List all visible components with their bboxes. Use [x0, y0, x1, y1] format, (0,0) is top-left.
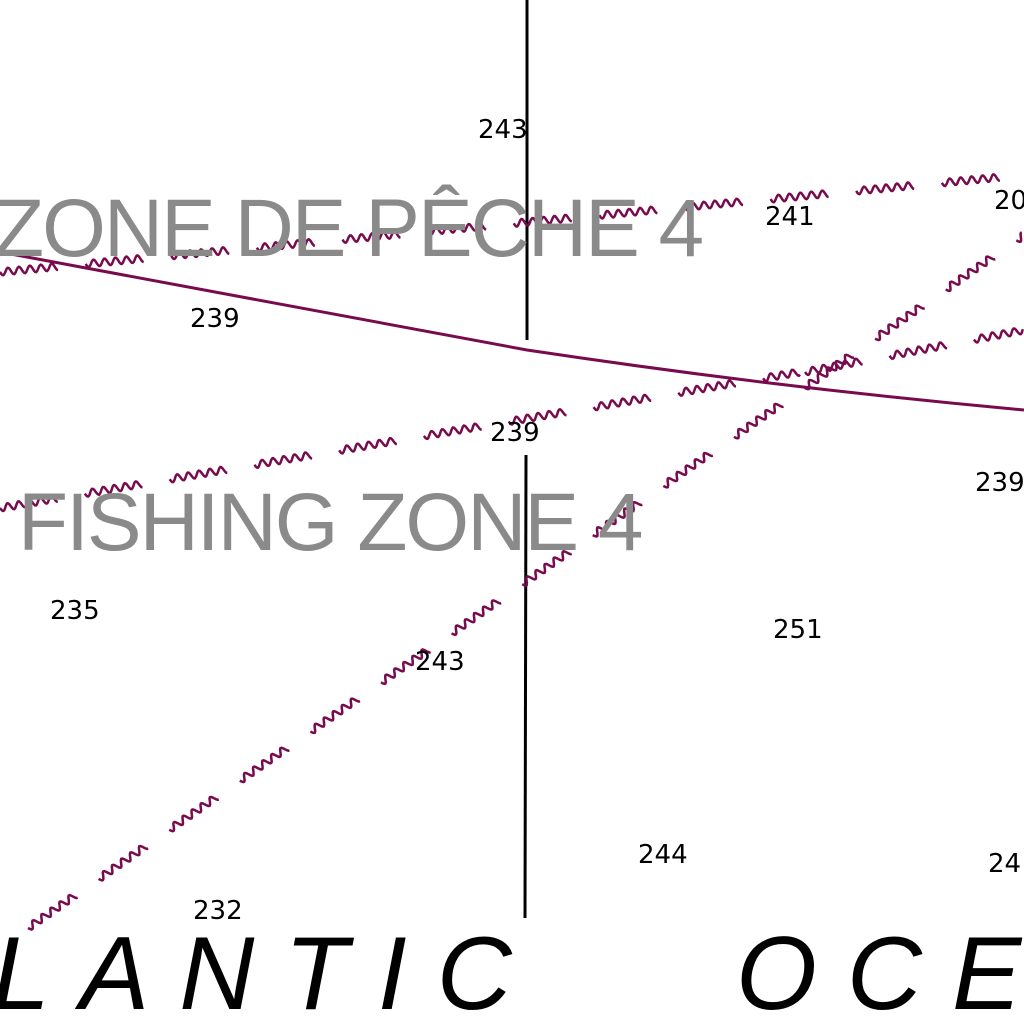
sounding-244: 244	[638, 840, 688, 870]
meridian-line-lower	[523, 454, 528, 919]
solid-boundary-line	[0, 250, 1024, 412]
wavy-line-right	[804, 327, 1024, 377]
wavy-line-upper	[0, 173, 1001, 277]
zone-label-french: ZONE DE PÊCHE 4	[0, 183, 704, 274]
wavy-line-middle	[0, 368, 801, 513]
sounding-24: 24	[988, 849, 1022, 879]
sounding-232: 232	[193, 896, 243, 926]
ocean-label-oce: OCE	[736, 916, 1024, 1024]
sounding-251: 251	[773, 615, 823, 645]
wavy-line-diagonal	[27, 231, 1023, 931]
ocean-label-lantic: LANTIC	[0, 916, 542, 1024]
sounding-243-top: 243	[478, 115, 528, 145]
zone-label-english: FISHING ZONE 4	[18, 477, 644, 568]
sounding-239-right: 239	[975, 468, 1024, 498]
wavy-boundary-lines	[0, 173, 1024, 931]
sounding-20: 20	[994, 186, 1024, 216]
sounding-243-mid: 243	[415, 647, 465, 677]
sounding-239-center: 239	[490, 418, 540, 448]
sounding-239-left: 239	[190, 304, 240, 334]
sounding-235: 235	[50, 596, 100, 626]
sounding-241: 241	[765, 202, 815, 232]
